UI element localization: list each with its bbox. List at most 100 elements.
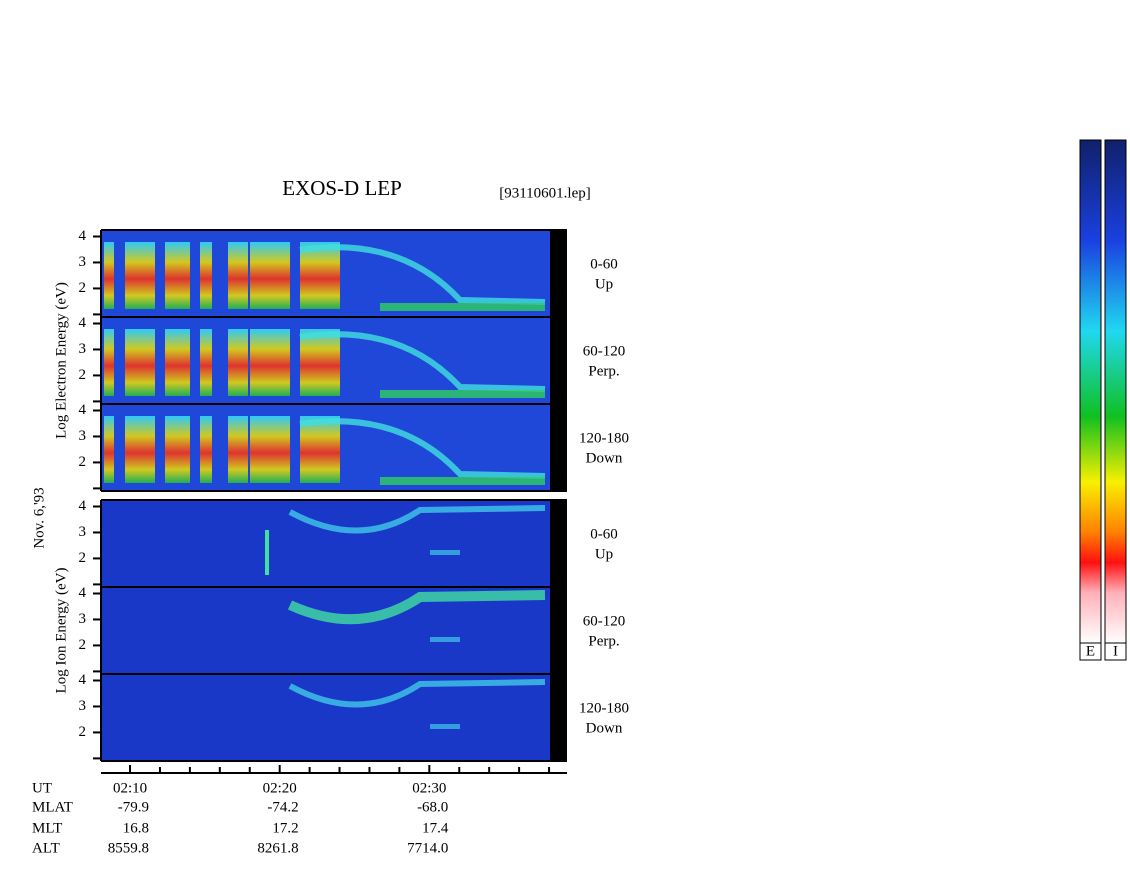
y-tick-label: 2	[79, 280, 87, 296]
y-tick-label: 2	[79, 550, 87, 566]
x-tick-label: 02:20	[263, 780, 297, 796]
spectrogram-feature	[228, 329, 248, 396]
spectrogram-feature	[300, 329, 340, 396]
spectrogram-feature	[265, 530, 269, 575]
y-tick-label: 3	[79, 524, 87, 540]
panel-sublabel: Down	[586, 720, 623, 736]
y-tick-label: 4	[79, 498, 87, 514]
y-tick-label: 2	[79, 637, 87, 653]
file-label: [93110601.lep]	[499, 185, 591, 201]
spectrogram-feature	[104, 242, 114, 309]
table-cell: 17.2	[272, 820, 298, 836]
table-cell: 17.4	[422, 820, 449, 836]
y-tick-label: 4	[79, 585, 87, 601]
table-row-name: ALT	[32, 840, 60, 856]
spectrogram-feature	[300, 242, 340, 309]
panel-sublabel: Down	[586, 450, 623, 466]
spectrogram-feature	[200, 329, 212, 396]
y-tick-label: 4	[79, 315, 87, 331]
spectrogram-feature	[299, 331, 546, 392]
y-axis-label: Log Ion Energy (eV)	[53, 568, 69, 694]
x-axis-label: UT	[32, 780, 52, 796]
spectrogram-feature	[380, 477, 545, 485]
colorbar	[1079, 139, 1102, 644]
spectrogram-feature	[430, 550, 460, 555]
data-gap	[550, 500, 567, 587]
y-tick-label: 4	[79, 672, 87, 688]
spectrogram-background	[101, 587, 550, 674]
spectrogram-feature	[430, 637, 460, 642]
date-label: Nov. 6,'93	[31, 487, 47, 548]
panel-label: 60-120	[583, 613, 626, 629]
spectrogram-feature	[228, 416, 248, 483]
y-tick-label: 3	[79, 611, 87, 627]
panel-sublabel: Up	[595, 276, 613, 292]
spectrogram-feature	[250, 329, 290, 396]
spectrogram-feature	[165, 242, 190, 309]
y-tick-label: 2	[79, 367, 87, 383]
spectrogram-feature	[430, 724, 460, 729]
colorbar	[1104, 139, 1127, 644]
y-tick-label: 3	[79, 698, 87, 714]
spectrogram-feature	[287, 590, 546, 625]
panel-label: 0-60	[590, 526, 618, 542]
spectrogram-feature	[288, 679, 546, 708]
table-cell: -74.2	[267, 799, 298, 815]
spectrogram-feature	[125, 242, 155, 309]
spectrogram-feature	[228, 242, 248, 309]
y-tick-label: 3	[79, 428, 87, 444]
panel-label: 120-180	[579, 430, 629, 446]
spectrogram-feature	[380, 390, 545, 398]
spectrogram-feature	[250, 416, 290, 483]
colorbar-label-box	[1104, 642, 1127, 661]
spectrogram-feature	[200, 242, 212, 309]
panel-label: 60-120	[583, 343, 626, 359]
data-gap	[550, 587, 567, 674]
spectrogram-feature	[125, 329, 155, 396]
y-tick-label: 3	[79, 254, 87, 270]
y-tick-label: 4	[79, 228, 87, 244]
spectrogram-background	[101, 500, 550, 587]
panel-label: 0-60	[590, 256, 618, 272]
panel-sublabel: Up	[595, 546, 613, 562]
y-tick-label: 2	[79, 454, 87, 470]
data-gap	[550, 674, 567, 761]
colorbar-label: I	[1113, 643, 1118, 659]
spectrogram-feature	[104, 329, 114, 396]
spectrogram-feature	[165, 329, 190, 396]
table-cell: 7714.0	[407, 840, 448, 856]
table-row-name: MLAT	[32, 799, 73, 815]
spectrogram-feature	[380, 303, 545, 311]
spectrogram-feature	[125, 416, 155, 483]
table-cell: -68.0	[417, 799, 448, 815]
spectrogram-feature	[165, 416, 190, 483]
panel-sublabel: Perp.	[588, 633, 619, 649]
spectrogram-feature	[200, 416, 212, 483]
title: EXOS-D LEP	[282, 176, 402, 200]
table-cell: 8261.8	[257, 840, 298, 856]
panel-label: 120-180	[579, 700, 629, 716]
table-cell: 16.8	[123, 820, 149, 836]
y-tick-label: 3	[79, 341, 87, 357]
y-tick-label: 4	[79, 402, 87, 418]
data-gap	[550, 404, 567, 491]
table-row-name: MLT	[32, 820, 62, 836]
spectrogram-feature	[299, 244, 546, 305]
panel-sublabel: Perp.	[588, 363, 619, 379]
y-tick-label: 2	[79, 724, 87, 740]
spectrogram-feature	[104, 416, 114, 483]
x-tick-label: 02:10	[113, 780, 147, 796]
spectrogram-feature	[299, 418, 546, 479]
colorbar-label: E	[1086, 643, 1095, 659]
data-gap	[550, 230, 567, 317]
spectrogram-feature	[288, 505, 546, 534]
table-cell: -79.9	[118, 799, 149, 815]
x-tick-label: 02:30	[412, 780, 446, 796]
spectrogram-feature	[300, 416, 340, 483]
data-gap	[550, 317, 567, 404]
spectrogram-feature	[250, 242, 290, 309]
table-cell: 8559.8	[108, 840, 149, 856]
colorbar-label-box	[1079, 642, 1102, 661]
spectrogram-background	[101, 674, 550, 761]
